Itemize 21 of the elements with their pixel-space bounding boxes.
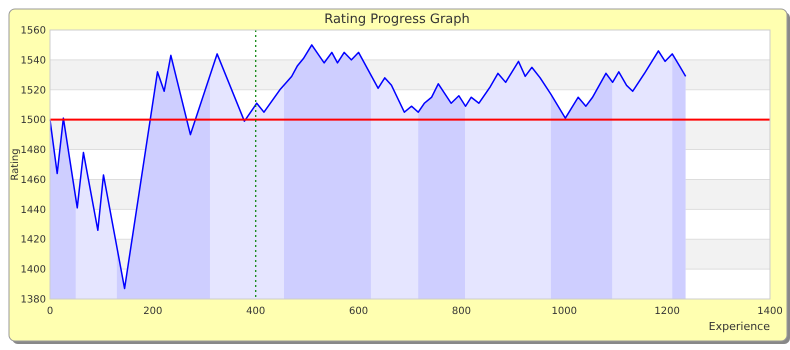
y-tick-label: 1420 xyxy=(20,234,46,246)
chart-title: Rating Progress Graph xyxy=(324,12,470,27)
x-tick-label: 1200 xyxy=(654,306,680,317)
x-tick-label: 200 xyxy=(143,306,162,317)
y-tick-label: 1480 xyxy=(20,145,46,156)
y-tick-label: 1500 xyxy=(20,115,46,126)
y-tick-label: 1520 xyxy=(20,85,46,96)
y-tick-label: 1560 xyxy=(20,26,46,36)
x-tick-label: 600 xyxy=(349,306,368,317)
y-tick-label: 1460 xyxy=(20,174,46,186)
y-tick-label: 1440 xyxy=(20,204,46,216)
x-axis-title: Experience xyxy=(708,320,770,333)
x-tick-label: 1400 xyxy=(757,306,783,317)
y-tick-label: 1540 xyxy=(20,55,46,66)
y-axis-title: Rating xyxy=(10,148,21,181)
y-tick-label: 1380 xyxy=(20,294,46,306)
y-tick-label: 1400 xyxy=(20,264,46,276)
x-tick-label: 1000 xyxy=(552,306,578,317)
x-tick-label: 400 xyxy=(246,306,266,317)
x-tick-label: 800 xyxy=(452,306,471,317)
x-tick-label: 0 xyxy=(46,306,54,317)
